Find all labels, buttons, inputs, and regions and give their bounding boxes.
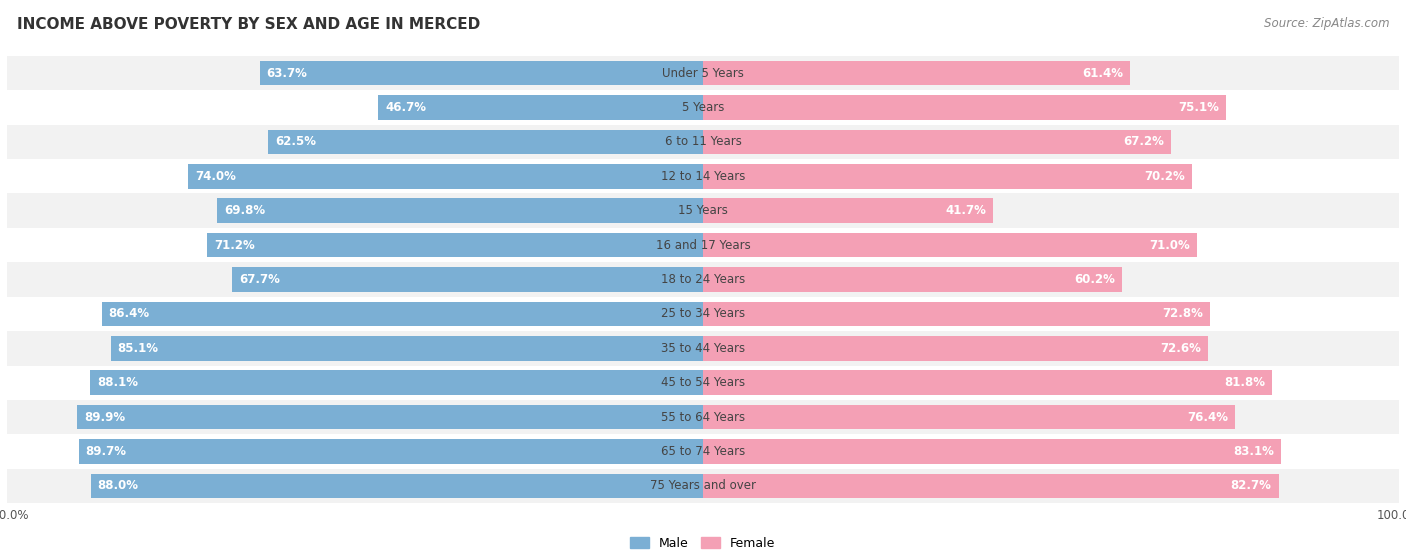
Bar xyxy=(703,198,993,223)
Bar xyxy=(90,370,703,395)
Text: 46.7%: 46.7% xyxy=(385,101,426,114)
Bar xyxy=(703,473,1278,498)
Text: 88.0%: 88.0% xyxy=(97,480,139,492)
Text: 55 to 64 Years: 55 to 64 Years xyxy=(661,411,745,424)
Bar xyxy=(208,233,703,258)
Legend: Male, Female: Male, Female xyxy=(626,532,780,555)
Bar xyxy=(378,95,703,120)
Bar xyxy=(703,164,1191,189)
Text: 5 Years: 5 Years xyxy=(682,101,724,114)
Text: 71.0%: 71.0% xyxy=(1150,239,1191,252)
Bar xyxy=(77,405,703,429)
Bar xyxy=(703,370,1272,395)
Text: 82.7%: 82.7% xyxy=(1230,480,1271,492)
Bar xyxy=(703,233,1197,258)
Text: 71.2%: 71.2% xyxy=(215,239,254,252)
Bar xyxy=(7,193,1399,228)
Bar xyxy=(703,405,1234,429)
Text: 89.7%: 89.7% xyxy=(86,445,127,458)
Text: 81.8%: 81.8% xyxy=(1225,376,1265,389)
Bar xyxy=(703,301,1209,326)
Bar xyxy=(7,297,1399,331)
Text: 69.8%: 69.8% xyxy=(224,204,266,217)
Text: 6 to 11 Years: 6 to 11 Years xyxy=(665,135,741,148)
Text: 61.4%: 61.4% xyxy=(1083,67,1123,79)
Bar xyxy=(7,262,1399,297)
Bar xyxy=(217,198,703,223)
Bar xyxy=(7,331,1399,366)
Bar xyxy=(703,336,1208,361)
Text: 72.6%: 72.6% xyxy=(1160,342,1201,355)
Text: 75 Years and over: 75 Years and over xyxy=(650,480,756,492)
Text: 18 to 24 Years: 18 to 24 Years xyxy=(661,273,745,286)
Text: Under 5 Years: Under 5 Years xyxy=(662,67,744,79)
Text: 67.2%: 67.2% xyxy=(1123,135,1164,148)
Text: 83.1%: 83.1% xyxy=(1233,445,1274,458)
Bar xyxy=(703,130,1171,154)
Text: 15 Years: 15 Years xyxy=(678,204,728,217)
Bar xyxy=(703,61,1130,86)
Text: 41.7%: 41.7% xyxy=(945,204,986,217)
Bar xyxy=(101,301,703,326)
Bar xyxy=(7,468,1399,503)
Text: 88.1%: 88.1% xyxy=(97,376,138,389)
Text: 16 and 17 Years: 16 and 17 Years xyxy=(655,239,751,252)
Bar xyxy=(703,267,1122,292)
Text: 70.2%: 70.2% xyxy=(1144,170,1185,183)
Text: INCOME ABOVE POVERTY BY SEX AND AGE IN MERCED: INCOME ABOVE POVERTY BY SEX AND AGE IN M… xyxy=(17,17,479,32)
Bar xyxy=(7,159,1399,193)
Bar xyxy=(269,130,703,154)
Text: 86.4%: 86.4% xyxy=(108,307,150,320)
Text: 35 to 44 Years: 35 to 44 Years xyxy=(661,342,745,355)
Bar xyxy=(7,400,1399,434)
Bar xyxy=(232,267,703,292)
Text: 12 to 14 Years: 12 to 14 Years xyxy=(661,170,745,183)
Bar xyxy=(7,434,1399,468)
Text: 76.4%: 76.4% xyxy=(1187,411,1227,424)
Bar xyxy=(7,228,1399,262)
Bar xyxy=(703,95,1226,120)
Text: 65 to 74 Years: 65 to 74 Years xyxy=(661,445,745,458)
Bar xyxy=(7,56,1399,91)
Bar xyxy=(79,439,703,464)
Text: 25 to 34 Years: 25 to 34 Years xyxy=(661,307,745,320)
Text: 74.0%: 74.0% xyxy=(195,170,236,183)
Text: 75.1%: 75.1% xyxy=(1178,101,1219,114)
Text: 85.1%: 85.1% xyxy=(118,342,159,355)
Text: 89.9%: 89.9% xyxy=(84,411,125,424)
Text: 67.7%: 67.7% xyxy=(239,273,280,286)
Text: Source: ZipAtlas.com: Source: ZipAtlas.com xyxy=(1264,17,1389,30)
Text: 45 to 54 Years: 45 to 54 Years xyxy=(661,376,745,389)
Bar xyxy=(90,473,703,498)
Bar xyxy=(703,439,1281,464)
Text: 60.2%: 60.2% xyxy=(1074,273,1115,286)
Bar xyxy=(7,91,1399,125)
Text: 72.8%: 72.8% xyxy=(1161,307,1202,320)
Bar xyxy=(188,164,703,189)
Bar xyxy=(111,336,703,361)
Bar xyxy=(7,366,1399,400)
Bar xyxy=(7,125,1399,159)
Text: 62.5%: 62.5% xyxy=(276,135,316,148)
Text: 63.7%: 63.7% xyxy=(267,67,308,79)
Bar xyxy=(260,61,703,86)
